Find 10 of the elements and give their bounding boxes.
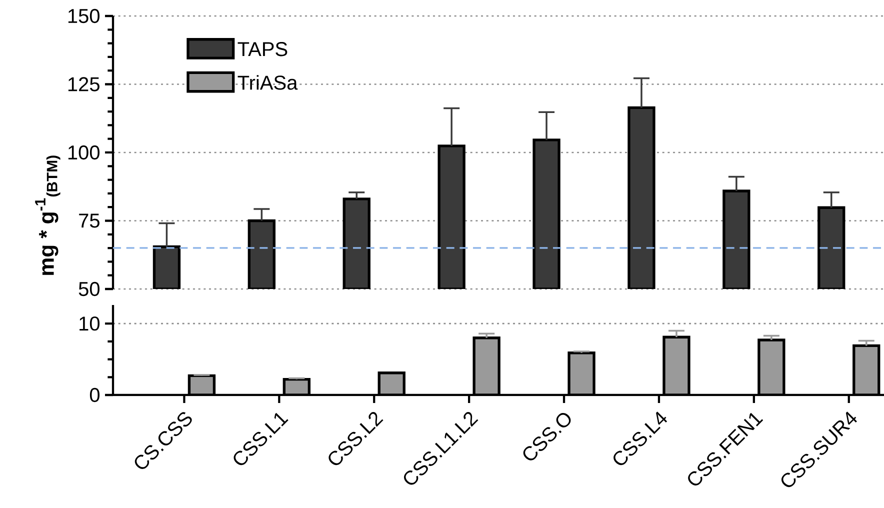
y-axis-title: mg * g$^{-1}$(BTM)	[35, 156, 60, 275]
y-tick-label: 50	[78, 282, 100, 296]
y-tick-label: 100	[68, 145, 100, 160]
y-tick-label: 0	[90, 388, 100, 402]
y-tick-label: 150	[68, 8, 100, 24]
y-tick-label: 125	[68, 77, 100, 92]
legend-label: TriASa	[238, 75, 298, 90]
y-tick-label: 10	[80, 316, 100, 331]
legend-label: TAPS	[238, 42, 288, 56]
y-tick-label: 75	[79, 214, 100, 228]
